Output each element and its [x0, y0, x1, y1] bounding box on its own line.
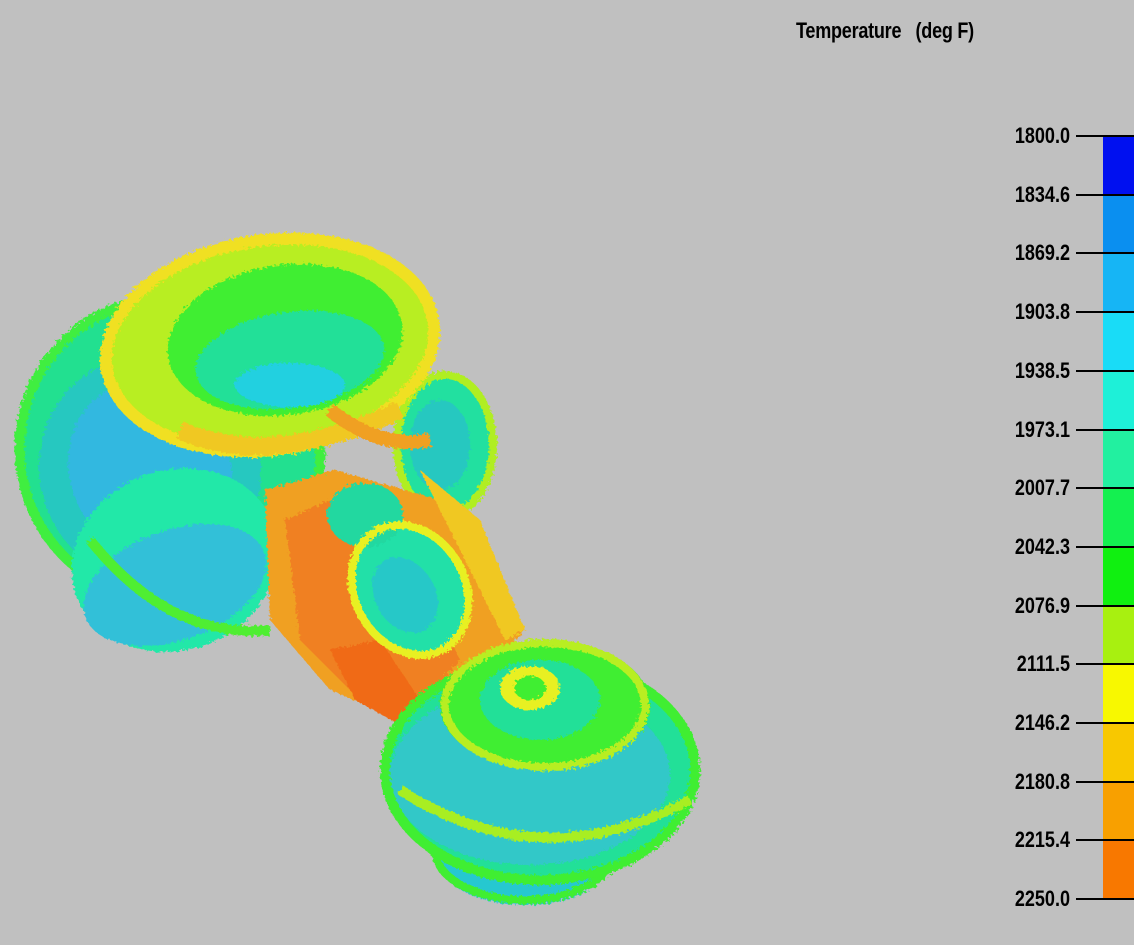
connecting-rod-web: [265, 470, 525, 722]
large-end-lower-flange: [71, 468, 279, 652]
small-end-hub: [380, 639, 700, 905]
large-end-right-lobe: [393, 371, 497, 519]
legend-title: Temperature (deg F): [796, 18, 974, 43]
large-end-hub-ring: [99, 232, 441, 458]
